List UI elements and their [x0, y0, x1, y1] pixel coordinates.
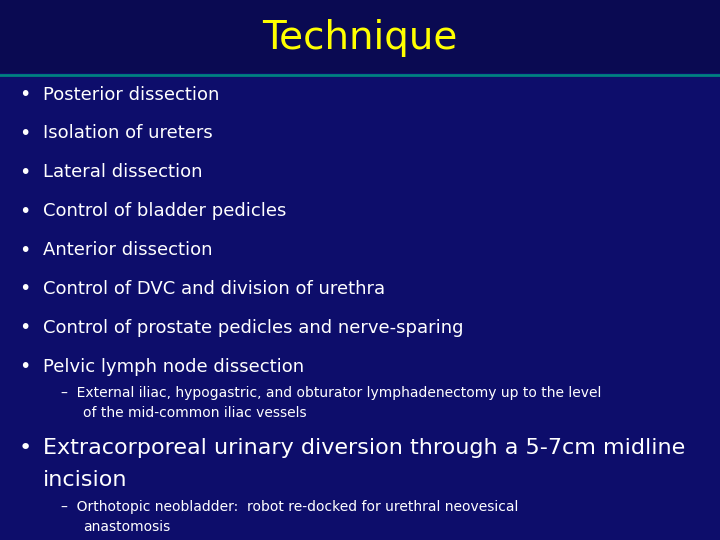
Text: –  External iliac, hypogastric, and obturator lymphadenectomy up to the level: – External iliac, hypogastric, and obtur…	[61, 386, 602, 400]
Text: •: •	[19, 124, 31, 143]
Text: of the mid-common iliac vessels: of the mid-common iliac vessels	[83, 406, 307, 420]
Text: Lateral dissection: Lateral dissection	[43, 163, 203, 181]
Text: Control of prostate pedicles and nerve-sparing: Control of prostate pedicles and nerve-s…	[43, 319, 464, 337]
Text: •: •	[19, 240, 31, 260]
Text: •: •	[19, 318, 31, 338]
Text: Control of bladder pedicles: Control of bladder pedicles	[43, 202, 287, 220]
Text: •: •	[19, 201, 31, 221]
Bar	[0, 0, 720, 73]
Text: Technique: Technique	[262, 19, 458, 57]
Text: Control of DVC and division of urethra: Control of DVC and division of urethra	[43, 280, 385, 298]
Text: Posterior dissection: Posterior dissection	[43, 85, 220, 104]
Text: •: •	[19, 357, 31, 376]
Text: –  Orthotopic neobladder:  robot re-docked for urethral neovesical: – Orthotopic neobladder: robot re-docked…	[61, 500, 518, 514]
Text: Extracorporeal urinary diversion through a 5-7cm midline: Extracorporeal urinary diversion through…	[43, 438, 685, 458]
Text: anastomosis: anastomosis	[83, 520, 170, 534]
Text: incision: incision	[43, 469, 127, 490]
Text: Anterior dissection: Anterior dissection	[43, 241, 212, 259]
Text: Isolation of ureters: Isolation of ureters	[43, 124, 213, 143]
Text: Pelvic lymph node dissection: Pelvic lymph node dissection	[43, 357, 305, 376]
Text: •: •	[19, 163, 31, 182]
Text: •: •	[19, 438, 32, 458]
Text: •: •	[19, 85, 31, 104]
Text: •: •	[19, 279, 31, 299]
